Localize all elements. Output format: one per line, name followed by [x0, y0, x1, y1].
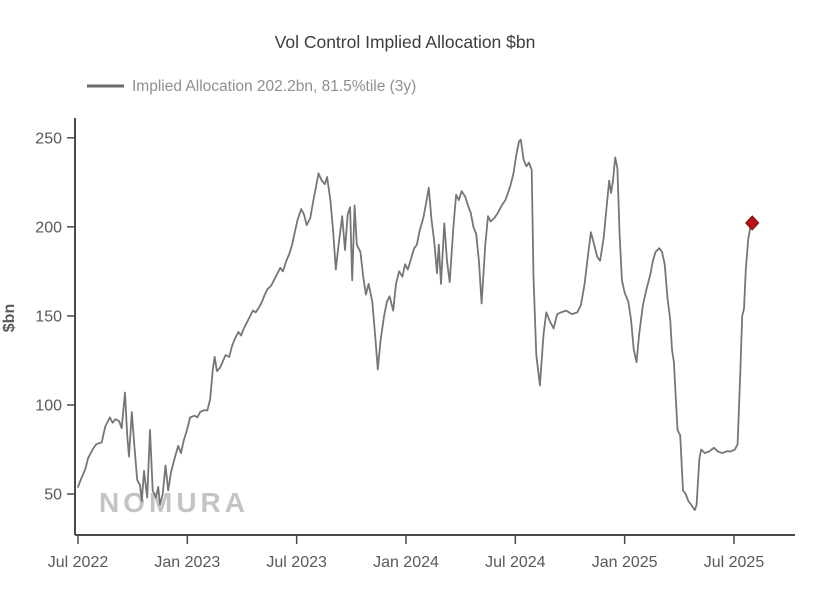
- legend: Implied Allocation 202.2bn, 81.5%tile (3…: [87, 78, 416, 95]
- y-tick-label: 100: [35, 397, 62, 414]
- implied-allocation-line: [77, 138, 754, 511]
- x-tick-label: Jul 2023: [266, 554, 327, 571]
- y-axis-title: $bn: [1, 304, 18, 332]
- x-tick-label: Jan 2025: [592, 554, 658, 571]
- nomura-watermark: NOMURA: [99, 487, 249, 518]
- x-tick-label: Jul 2024: [485, 554, 546, 571]
- x-tick-label: Jan 2024: [373, 554, 439, 571]
- x-axis-ticks: Jul 2022 Jan 2023 Jul 2023 Jan 2024 Jul 2024…: [48, 536, 765, 571]
- x-tick-label: Jan 2023: [154, 554, 220, 571]
- x-tick-label: Jul 2022: [48, 554, 109, 571]
- x-tick-label: Jul 2025: [704, 554, 765, 571]
- y-tick-label: 150: [35, 308, 62, 325]
- y-axis-ticks: 50 100 150 200 250: [35, 130, 74, 504]
- legend-label: Implied Allocation 202.2bn, 81.5%tile (3…: [132, 78, 416, 95]
- y-tick-label: 50: [44, 487, 62, 504]
- y-tick-label: 200: [35, 219, 62, 236]
- latest-value-marker: [745, 215, 760, 231]
- axes: [74, 118, 795, 536]
- chart-title: Vol Control Implied Allocation $bn: [275, 32, 536, 52]
- y-tick-label: 250: [35, 130, 62, 147]
